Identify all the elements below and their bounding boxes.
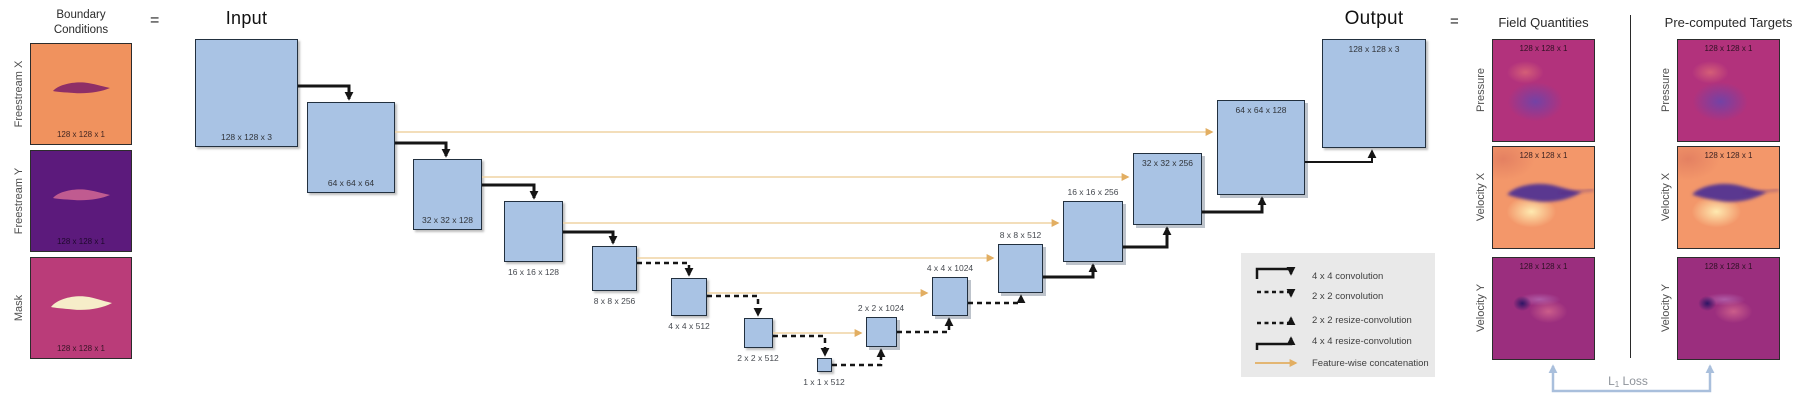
box-dims: 16 x 16 x 128 (507, 267, 560, 277)
l1-loss-label: L1 Loss (1592, 374, 1664, 389)
image-dims: 128 x 128 x 1 (56, 130, 106, 139)
box-dims: 4 x 4 x 512 (668, 321, 710, 331)
output-title: Output (1344, 8, 1404, 29)
output-box: 128 x 128 x 3 (1322, 39, 1426, 148)
field-quantities-title: Field Quantities (1498, 15, 1589, 30)
velocity-x-label: Velocity X (1660, 172, 1672, 222)
box-dims: 128 x 128 x 3 (1348, 44, 1400, 54)
decoder-box-8 (998, 244, 1043, 293)
airfoil-shape (53, 82, 110, 94)
legend-item-conv4: 4 x 4 convolution (1312, 271, 1384, 282)
equals-sign-right: = (1450, 13, 1459, 30)
loss-prefix: L (1608, 374, 1615, 388)
legend-item-concat: Feature-wise concatenation (1312, 358, 1429, 369)
decoder-box-2 (866, 317, 897, 347)
image-dims: 128 x 128 x 1 (1519, 151, 1568, 160)
conv2-arrows (637, 261, 830, 357)
box-dims: 1 x 1 x 512 (803, 377, 845, 387)
encoder-box-16 (504, 201, 563, 262)
box-dims: 2 x 2 x 1024 (857, 303, 905, 313)
encoder-box-1 (817, 358, 832, 372)
box-dims: 64 x 64 x 64 (327, 178, 375, 188)
freestream-x-label: Freestream X (13, 60, 25, 128)
encoder-box-8 (592, 246, 637, 291)
decoder-box-4 (932, 277, 968, 316)
box-dims: 16 x 16 x 256 (1067, 187, 1119, 197)
decoder-box-16 (1063, 201, 1123, 262)
image-dims: 128 x 128 x 1 (56, 344, 106, 353)
mask-image: 128 x 128 x 1 (30, 257, 132, 359)
airfoil-shape (51, 296, 112, 310)
box-dims: 8 x 8 x 512 (999, 230, 1042, 240)
box-dims: 64 x 64 x 128 (1235, 105, 1287, 115)
encoder-box-128: 128 x 128 x 3 (195, 39, 298, 147)
decoder-box-64: 64 x 64 x 128 (1217, 100, 1305, 195)
box-dims: 8 x 8 x 256 (593, 296, 636, 306)
column-divider (1630, 15, 1631, 358)
freestream-y-image: 128 x 128 x 1 (30, 150, 132, 252)
pressure-label: Pressure (1660, 67, 1672, 113)
image-dims: 128 x 128 x 1 (1704, 44, 1753, 53)
input-title: Input (225, 8, 268, 28)
field-pressure-image: 128 x 128 x 1 (1492, 39, 1595, 142)
legend-item-conv2: 2 x 2 convolution (1312, 291, 1384, 302)
loss-suffix: Loss (1619, 374, 1648, 388)
image-dims: 128 x 128 x 1 (1704, 262, 1753, 271)
box-dims: 4 x 4 x 1024 (926, 263, 974, 273)
image-dims: 128 x 128 x 1 (1519, 44, 1568, 53)
box-dims: 128 x 128 x 3 (220, 132, 273, 142)
encoder-box-4 (671, 278, 707, 316)
legend-item-resize4: 4 x 4 resize-convolution (1312, 336, 1412, 347)
encoder-box-32: 32 x 32 x 128 (413, 159, 482, 230)
field-velocity-y-image: 128 x 128 x 1 (1492, 257, 1595, 360)
velocity-x-label: Velocity X (1475, 172, 1487, 222)
airfoil-shape (1507, 183, 1594, 202)
target-pressure-image: 128 x 128 x 1 (1677, 39, 1780, 142)
mask-label: Mask (13, 294, 25, 322)
airfoil-shape (1692, 183, 1779, 202)
encoder-box-64: 64 x 64 x 64 (307, 102, 395, 193)
precomputed-targets-title: Pre-computed Targets (1664, 15, 1793, 30)
box-dims: 32 x 32 x 256 (1141, 158, 1194, 168)
airfoil-shape (53, 189, 110, 201)
equals-sign-left: = (150, 12, 160, 29)
image-dims: 128 x 128 x 1 (1519, 262, 1568, 271)
decoder-box-32: 32 x 32 x 256 (1133, 153, 1202, 225)
freestream-x-image: 128 x 128 x 1 (30, 43, 132, 145)
target-velocity-y-image: 128 x 128 x 1 (1677, 257, 1780, 360)
field-velocity-x-image: 128 x 128 x 1 (1492, 146, 1595, 249)
freestream-y-label: Freestream Y (13, 167, 25, 235)
encoder-box-2 (744, 318, 773, 348)
target-velocity-x-image: 128 x 128 x 1 (1677, 146, 1780, 249)
image-dims: 128 x 128 x 1 (56, 237, 106, 246)
legend-item-resize2: 2 x 2 resize-convolution (1312, 315, 1412, 326)
velocity-y-label: Velocity Y (1475, 283, 1487, 333)
box-dims: 32 x 32 x 128 (421, 215, 474, 225)
pressure-label: Pressure (1475, 67, 1487, 113)
image-dims: 128 x 128 x 1 (1704, 151, 1753, 160)
box-dims: 2 x 2 x 512 (737, 353, 779, 363)
boundary-conditions-title: Boundary Conditions (53, 9, 109, 36)
velocity-y-label: Velocity Y (1660, 283, 1672, 333)
